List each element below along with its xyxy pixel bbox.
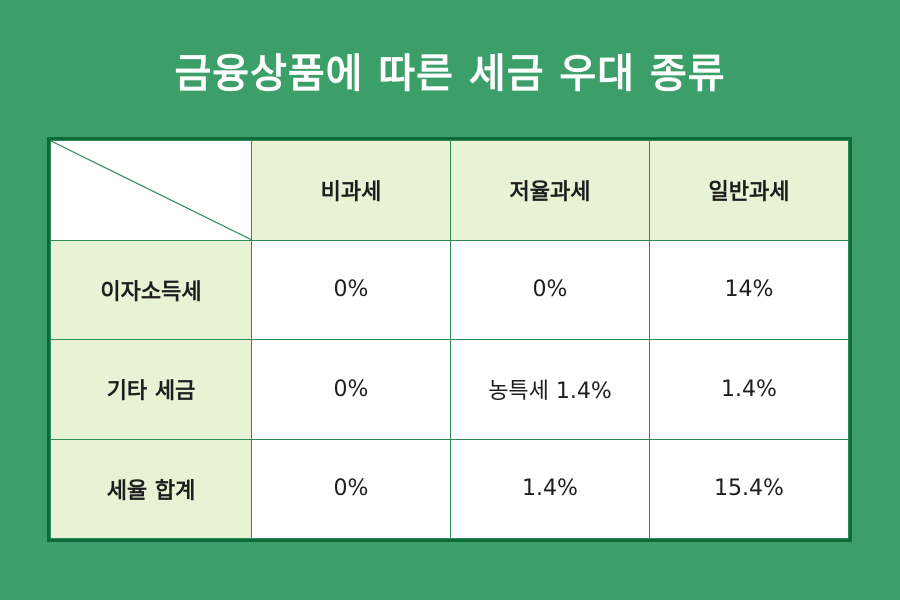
table-cell: 0% — [251, 438, 451, 539]
column-header-tax-exempt: 비과세 — [251, 140, 451, 241]
tax-comparison-table: 비과세 저율과세 일반과세 이자소득세 0% 0% 14% 기타 세금 0% 농… — [47, 137, 852, 542]
table-cell: 14% — [649, 239, 849, 340]
table-cell: 1.4% — [649, 339, 849, 440]
header-row: 비과세 저율과세 일반과세 — [50, 140, 849, 241]
column-header-low-rate: 저율과세 — [450, 140, 650, 241]
table-cell: 농특세 1.4% — [450, 339, 650, 440]
column-header-general: 일반과세 — [649, 140, 849, 241]
table-row: 이자소득세 0% 0% 14% — [50, 239, 849, 340]
row-header-interest-tax: 이자소득세 — [50, 239, 252, 340]
row-header-total-rate: 세율 합계 — [50, 438, 252, 539]
table-cell: 0% — [251, 239, 451, 340]
table-row: 기타 세금 0% 농특세 1.4% 1.4% — [50, 339, 849, 440]
table-cell: 15.4% — [649, 438, 849, 539]
diagonal-divider-icon — [51, 141, 251, 240]
table-cell: 0% — [450, 239, 650, 340]
table-cell: 0% — [251, 339, 451, 440]
table-row: 세율 합계 0% 1.4% 15.4% — [50, 438, 849, 539]
table-cell: 1.4% — [450, 438, 650, 539]
page-title: 금융상품에 따른 세금 우대 종류 — [174, 51, 726, 97]
corner-cell — [50, 140, 252, 241]
row-header-other-tax: 기타 세금 — [50, 339, 252, 440]
